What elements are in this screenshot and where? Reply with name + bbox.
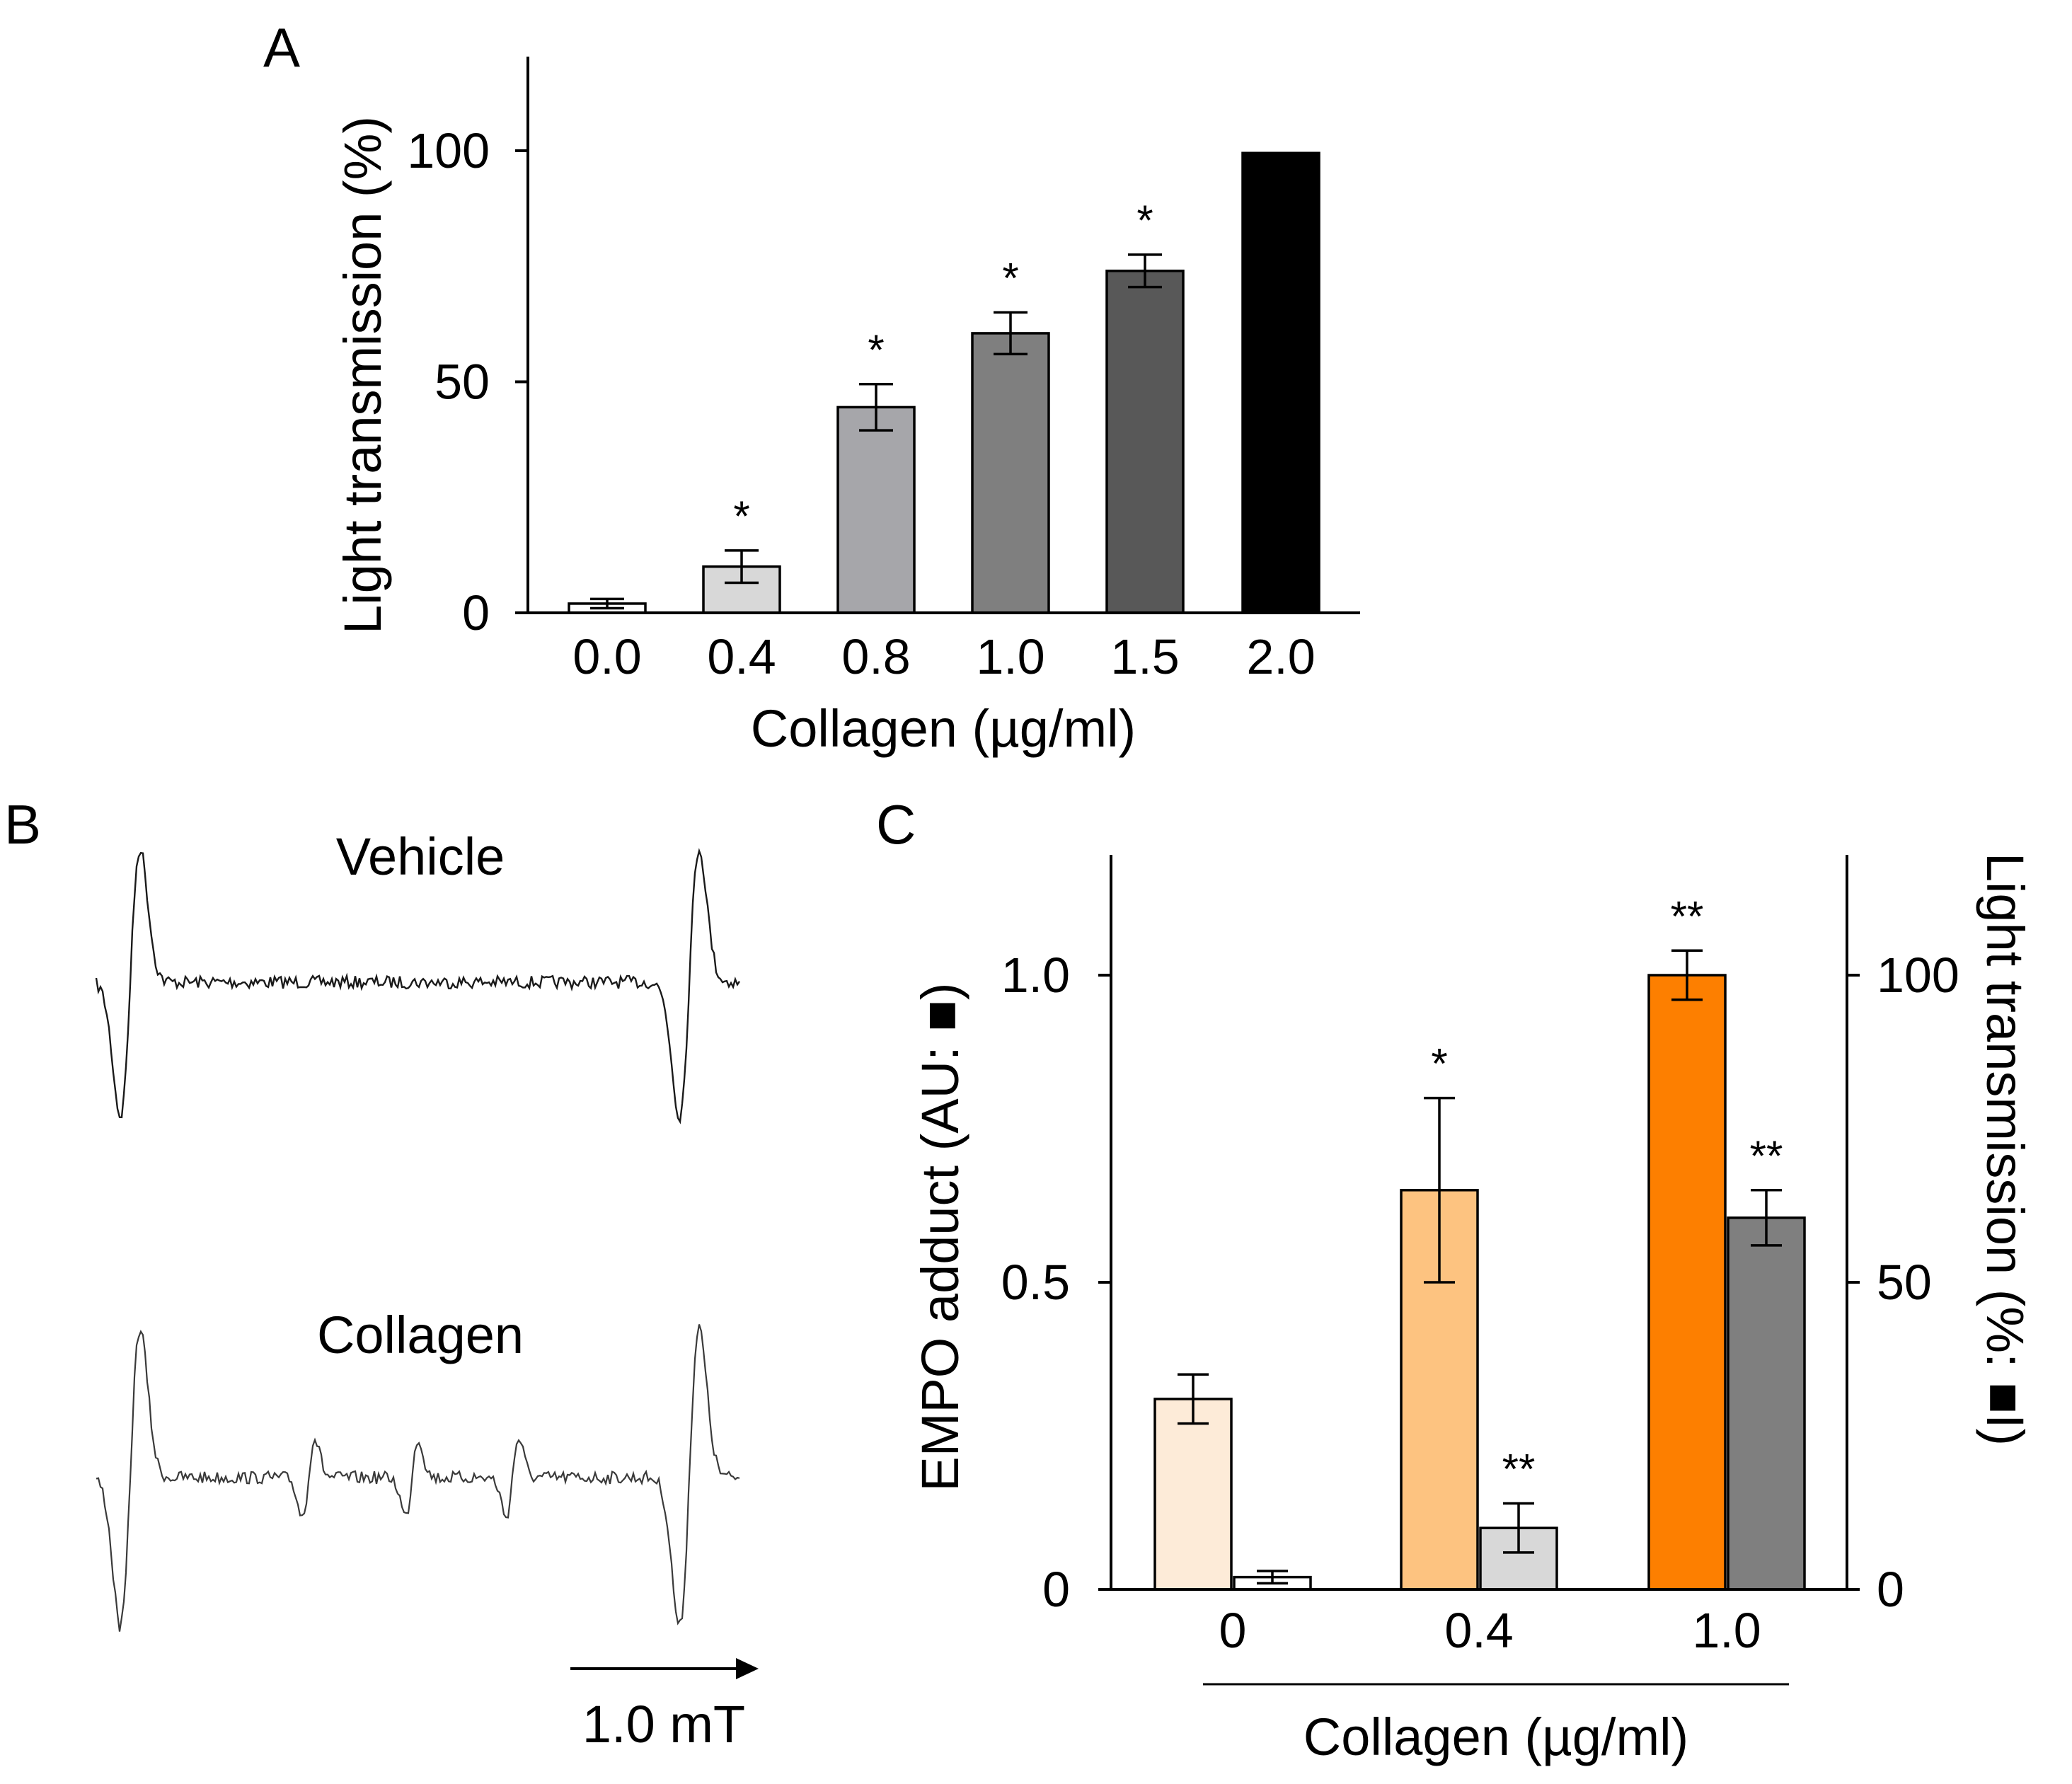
panel-a-bar-1.0 bbox=[971, 332, 1050, 614]
panel-a-y-tick-label: 100 bbox=[407, 123, 490, 178]
trace-label-collagen: Collagen bbox=[317, 1306, 524, 1364]
panel-c-significance-marker: ** bbox=[1502, 1445, 1536, 1492]
panel-a-significance-marker: * bbox=[1136, 197, 1153, 244]
panel-c-left-y-tick-label: 1.0 bbox=[1001, 948, 1070, 1003]
panel-c-x-axis-title: Collagen (µg/ml) bbox=[1303, 1708, 1688, 1766]
panel-a-bar-2.0 bbox=[1241, 151, 1320, 614]
panel-c-left-y-tick-label: 0.5 bbox=[1001, 1255, 1070, 1310]
panel-a-y-tick-label: 50 bbox=[434, 355, 490, 410]
field-scale-label: 1.0 mT bbox=[582, 1695, 745, 1754]
panel-a-significance-marker: * bbox=[1002, 255, 1018, 302]
panel-c-left-y-axis-title: EMPO adduct (AU: ■) bbox=[911, 982, 969, 1491]
esr-trace-collagen bbox=[96, 1324, 740, 1632]
panel-a-x-tick-label: 2.0 bbox=[1246, 629, 1315, 684]
panel-c-right-y-tick-label: 100 bbox=[1877, 948, 1959, 1003]
panel-b-label: B bbox=[4, 793, 41, 856]
esr-trace-vehicle bbox=[95, 848, 740, 1124]
panel-a-bar-0.8 bbox=[836, 405, 916, 614]
panel-c: C EMPO adduct (AU: ■) Light transmission… bbox=[876, 793, 2034, 1766]
panel-c-right-y-axis-title: Light transmission (%: ■I) bbox=[1976, 853, 2034, 1446]
panel-c-significance-marker: ** bbox=[1671, 892, 1704, 940]
field-scale-arrowhead bbox=[736, 1658, 759, 1679]
panel-a-label: A bbox=[263, 16, 300, 79]
panel-a-significance-marker: * bbox=[733, 493, 749, 540]
trace-label-vehicle: Vehicle bbox=[336, 827, 505, 886]
panel-a-x-axis-title: Collagen (µg/ml) bbox=[751, 699, 1136, 758]
panel-c-right-y-tick-label: 50 bbox=[1877, 1255, 1932, 1310]
panel-c-x-tick-label: 0 bbox=[1219, 1603, 1247, 1658]
panel-c-label: C bbox=[876, 793, 916, 856]
panel-a-x-tick-label: 0.8 bbox=[841, 629, 910, 684]
panel-c-x-tick-label: 1.0 bbox=[1692, 1603, 1761, 1658]
panel-c-bar-transmission-1.0 bbox=[1727, 1216, 1806, 1591]
panel-a-y-tick-label: 0 bbox=[462, 585, 490, 640]
panel-c-significance-marker: ** bbox=[1750, 1132, 1783, 1180]
panel-c-bar-empo-0 bbox=[1153, 1398, 1233, 1591]
panel-c-x-tick-label: 0.4 bbox=[1444, 1603, 1513, 1658]
panel-c-left-y-tick-label: 0 bbox=[1042, 1562, 1070, 1617]
panel-a-x-tick-label: 0.0 bbox=[572, 629, 641, 684]
panel-c-right-y-tick-label: 0 bbox=[1877, 1562, 1904, 1617]
panel-a-bar-1.5 bbox=[1105, 270, 1185, 614]
panel-a-significance-marker: * bbox=[868, 326, 884, 374]
panel-a-y-axis-title: Light transmission (%) bbox=[333, 116, 392, 634]
panel-a-x-tick-label: 1.5 bbox=[1110, 629, 1179, 684]
panel-c-bar-empo-1.0 bbox=[1647, 974, 1727, 1591]
panel-c-significance-marker: * bbox=[1431, 1040, 1447, 1088]
panel-a: A Light transmission (%) 0 50 100 * * * * 0.0… bbox=[263, 16, 1360, 758]
panel-a-x-tick-label: 0.4 bbox=[707, 629, 776, 684]
panel-b: B Vehicle Collagen 1.0 mT bbox=[4, 793, 759, 1754]
panel-a-x-tick-label: 1.0 bbox=[976, 629, 1044, 684]
